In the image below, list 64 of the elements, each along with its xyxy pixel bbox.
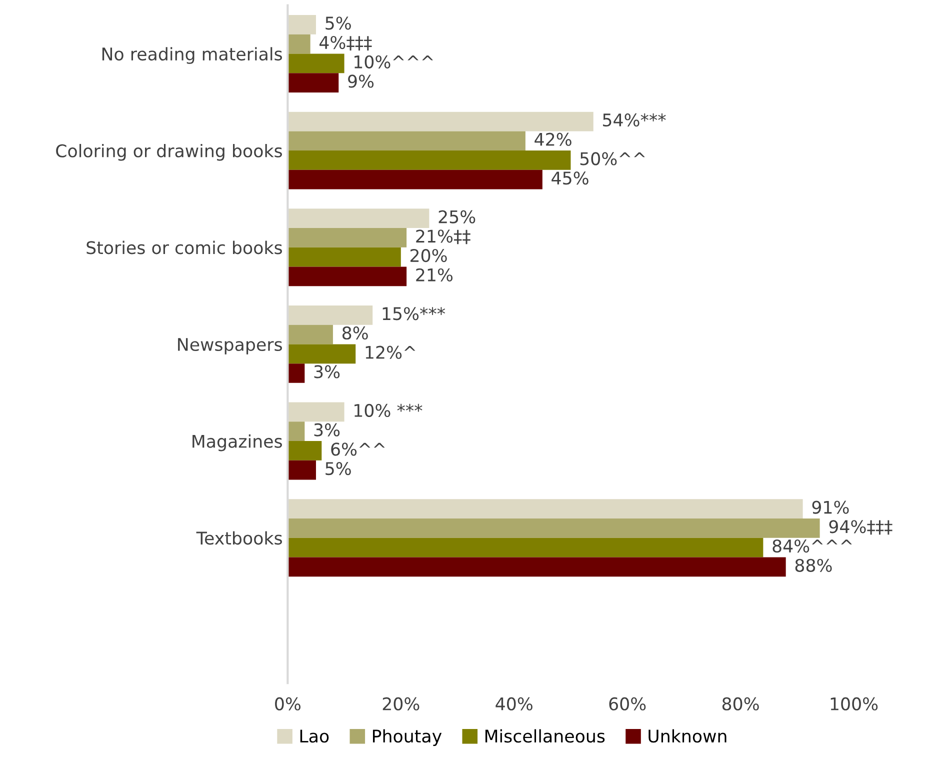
bar bbox=[288, 538, 764, 558]
data-label: 9% bbox=[348, 74, 374, 88]
legend-label: Lao bbox=[300, 730, 329, 743]
data-label: 94%‡‡‡ bbox=[829, 520, 892, 535]
data-label: 10% *** bbox=[354, 404, 422, 418]
bar bbox=[288, 131, 526, 151]
y-tick-label: Stories or comic books bbox=[86, 240, 282, 254]
data-label: 21% bbox=[416, 268, 453, 282]
data-label: 10%^^^ bbox=[354, 55, 434, 68]
y-tick-label: Textbooks bbox=[196, 531, 282, 545]
data-label: 3% bbox=[314, 423, 340, 436]
x-tick-label: 100% bbox=[830, 697, 878, 710]
data-label: 4%‡‡‡ bbox=[320, 36, 372, 51]
bar bbox=[288, 112, 594, 132]
data-label: 3% bbox=[314, 365, 340, 378]
bar bbox=[288, 364, 305, 383]
data-label: 54%*** bbox=[603, 113, 666, 127]
y-tick-label: Magazines bbox=[192, 434, 282, 452]
data-label: 91% bbox=[812, 500, 849, 514]
bar bbox=[288, 266, 407, 286]
data-label: 12%^ bbox=[366, 346, 416, 359]
bar bbox=[288, 54, 344, 74]
data-label: 21%‡‡ bbox=[416, 230, 470, 244]
data-label: 25% bbox=[438, 210, 476, 224]
bar bbox=[288, 228, 407, 248]
y-tick-label: Coloring or drawing books bbox=[56, 144, 282, 161]
bar bbox=[288, 422, 305, 442]
data-label: 45% bbox=[552, 172, 588, 185]
bar bbox=[288, 344, 356, 364]
bar bbox=[288, 170, 542, 190]
data-label: 8% bbox=[342, 326, 368, 340]
bar bbox=[288, 499, 803, 518]
y-tick-label: No reading materials bbox=[102, 47, 282, 64]
bar bbox=[288, 208, 430, 228]
bar bbox=[288, 402, 344, 422]
bar bbox=[288, 14, 316, 34]
bar bbox=[288, 150, 571, 170]
data-label: 84%^^^ bbox=[772, 539, 852, 553]
bar bbox=[288, 324, 333, 344]
x-tick-label: 60% bbox=[609, 697, 646, 710]
data-label: 5% bbox=[326, 462, 351, 476]
bar bbox=[288, 247, 401, 267]
data-label: 6%^^ bbox=[331, 442, 385, 456]
data-label: 42% bbox=[534, 132, 572, 146]
data-label: 15%*** bbox=[382, 307, 446, 320]
y-tick-label: Newspapers bbox=[178, 338, 282, 354]
legend-label: Miscellaneous bbox=[485, 729, 605, 743]
data-label: 5% bbox=[326, 16, 351, 30]
bar bbox=[288, 305, 373, 325]
bar bbox=[288, 73, 339, 92]
x-tick-label: 40% bbox=[496, 697, 532, 710]
bar bbox=[288, 34, 310, 54]
x-tick-label: 80% bbox=[722, 697, 759, 710]
x-tick-label: 0% bbox=[275, 697, 300, 710]
bar bbox=[288, 441, 322, 460]
data-label: 50%^^ bbox=[580, 152, 645, 166]
bar bbox=[288, 460, 316, 480]
data-label: 20% bbox=[410, 248, 447, 262]
bar bbox=[288, 518, 820, 538]
legend-label: Phoutay bbox=[372, 729, 442, 746]
bar bbox=[288, 557, 786, 577]
legend-label: Unknown bbox=[648, 729, 726, 743]
data-label: 88% bbox=[795, 558, 832, 572]
x-tick-label: 20% bbox=[382, 697, 420, 710]
